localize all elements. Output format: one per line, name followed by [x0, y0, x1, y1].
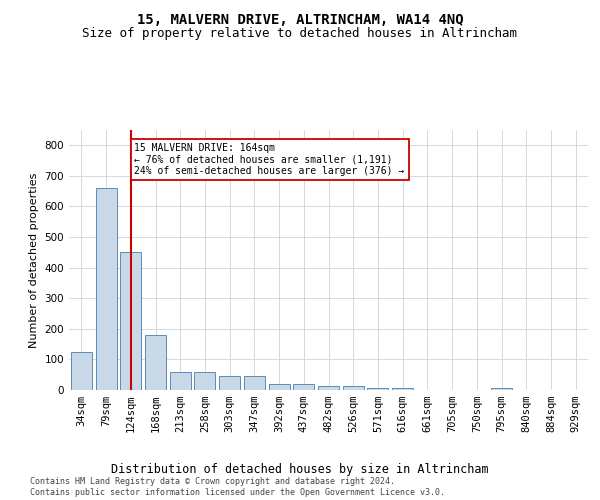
Text: 15, MALVERN DRIVE, ALTRINCHAM, WA14 4NQ: 15, MALVERN DRIVE, ALTRINCHAM, WA14 4NQ	[137, 12, 463, 26]
Bar	[293, 384, 314, 390]
Text: Contains HM Land Registry data © Crown copyright and database right 2024.
Contai: Contains HM Land Registry data © Crown c…	[30, 478, 445, 497]
Text: 15 MALVERN DRIVE: 164sqm
← 76% of detached houses are smaller (1,191)
24% of sem: 15 MALVERN DRIVE: 164sqm ← 76% of detach…	[134, 143, 405, 176]
Bar	[318, 386, 339, 390]
Bar	[367, 388, 388, 390]
Bar	[145, 335, 166, 390]
Text: Size of property relative to detached houses in Altrincham: Size of property relative to detached ho…	[83, 28, 517, 40]
Bar	[71, 352, 92, 390]
Bar	[244, 376, 265, 390]
Bar	[194, 372, 215, 390]
Bar	[170, 372, 191, 390]
Bar	[219, 376, 240, 390]
Bar	[120, 252, 141, 390]
Bar	[491, 388, 512, 390]
Bar	[343, 386, 364, 390]
Bar	[95, 188, 116, 390]
Y-axis label: Number of detached properties: Number of detached properties	[29, 172, 39, 348]
Text: Distribution of detached houses by size in Altrincham: Distribution of detached houses by size …	[111, 462, 489, 475]
Bar	[392, 388, 413, 390]
Bar	[269, 384, 290, 390]
